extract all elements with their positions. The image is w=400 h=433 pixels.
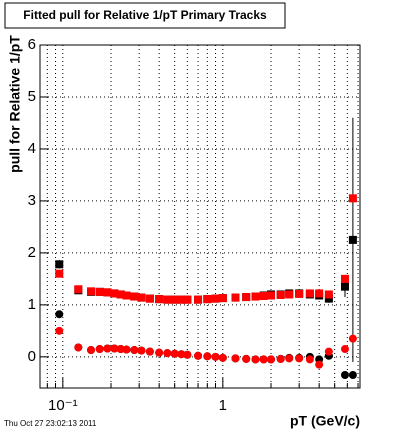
point bbox=[315, 289, 324, 298]
point bbox=[194, 295, 203, 304]
point bbox=[122, 345, 131, 354]
point bbox=[324, 347, 333, 356]
point bbox=[231, 293, 240, 302]
point bbox=[194, 351, 203, 360]
point bbox=[276, 354, 285, 363]
point bbox=[251, 355, 260, 364]
point bbox=[110, 344, 119, 353]
point bbox=[163, 349, 172, 358]
footer: Thu Oct 27 23:02:13 2011 bbox=[4, 419, 97, 428]
point bbox=[155, 348, 164, 357]
point bbox=[340, 282, 349, 291]
y-tick-label: 3 bbox=[28, 192, 36, 209]
y-tick-label: 2 bbox=[28, 244, 36, 261]
point bbox=[242, 293, 251, 302]
point bbox=[177, 295, 186, 304]
point bbox=[305, 289, 314, 298]
point bbox=[348, 235, 357, 244]
point bbox=[315, 360, 324, 369]
point bbox=[324, 294, 333, 303]
point bbox=[218, 353, 227, 362]
point bbox=[74, 343, 83, 352]
point bbox=[266, 291, 275, 300]
point bbox=[145, 347, 154, 356]
point bbox=[116, 345, 125, 354]
point bbox=[211, 352, 220, 361]
point bbox=[55, 310, 64, 319]
y-tick-label: 6 bbox=[28, 36, 36, 53]
point bbox=[183, 350, 192, 359]
point bbox=[87, 346, 96, 355]
point bbox=[130, 346, 139, 355]
point bbox=[130, 292, 139, 301]
y-tick-label: 4 bbox=[28, 140, 36, 157]
frame bbox=[39, 44, 361, 389]
point bbox=[95, 287, 104, 296]
point bbox=[103, 288, 112, 297]
point bbox=[295, 354, 304, 363]
x-tick-label: 1 bbox=[219, 397, 227, 414]
point bbox=[170, 295, 179, 304]
point bbox=[55, 326, 64, 335]
point bbox=[218, 294, 227, 303]
point bbox=[137, 346, 146, 355]
point bbox=[276, 290, 285, 299]
chart-title: Fitted pull for Relative 1/pT Primary Tr… bbox=[23, 8, 267, 22]
title-box bbox=[4, 2, 286, 29]
point bbox=[183, 295, 192, 304]
point bbox=[340, 371, 349, 380]
x-axis-label: pT (GeV/c) bbox=[290, 413, 360, 429]
point bbox=[103, 344, 112, 353]
point bbox=[324, 290, 333, 299]
point bbox=[305, 355, 314, 364]
x-tick-label: 10⁻¹ bbox=[48, 397, 78, 414]
point bbox=[348, 194, 357, 203]
y-tick-label: 1 bbox=[28, 296, 36, 313]
point bbox=[177, 350, 186, 359]
y-tick-label: 5 bbox=[28, 88, 36, 105]
point bbox=[116, 290, 125, 299]
y-tick-label: 0 bbox=[28, 348, 36, 365]
point bbox=[266, 355, 275, 364]
marks bbox=[55, 117, 357, 380]
point bbox=[348, 334, 357, 343]
point bbox=[203, 352, 212, 361]
point bbox=[285, 290, 294, 299]
point bbox=[251, 292, 260, 301]
point bbox=[55, 269, 64, 278]
point bbox=[203, 295, 212, 304]
point bbox=[348, 371, 357, 380]
point bbox=[87, 287, 96, 296]
point bbox=[137, 293, 146, 302]
point bbox=[340, 345, 349, 354]
point bbox=[74, 285, 83, 294]
point bbox=[163, 295, 172, 304]
y-axis-label: pull for Relative 1/pT bbox=[7, 35, 23, 173]
point bbox=[242, 354, 251, 363]
point bbox=[110, 289, 119, 298]
point bbox=[259, 355, 268, 364]
point bbox=[231, 354, 240, 363]
point bbox=[155, 295, 164, 304]
point bbox=[122, 291, 131, 300]
point bbox=[95, 345, 104, 354]
point bbox=[285, 354, 294, 363]
point bbox=[340, 274, 349, 283]
point bbox=[145, 294, 154, 303]
point bbox=[295, 289, 304, 298]
point bbox=[211, 294, 220, 303]
point bbox=[55, 260, 64, 269]
point bbox=[259, 292, 268, 301]
point bbox=[170, 349, 179, 358]
